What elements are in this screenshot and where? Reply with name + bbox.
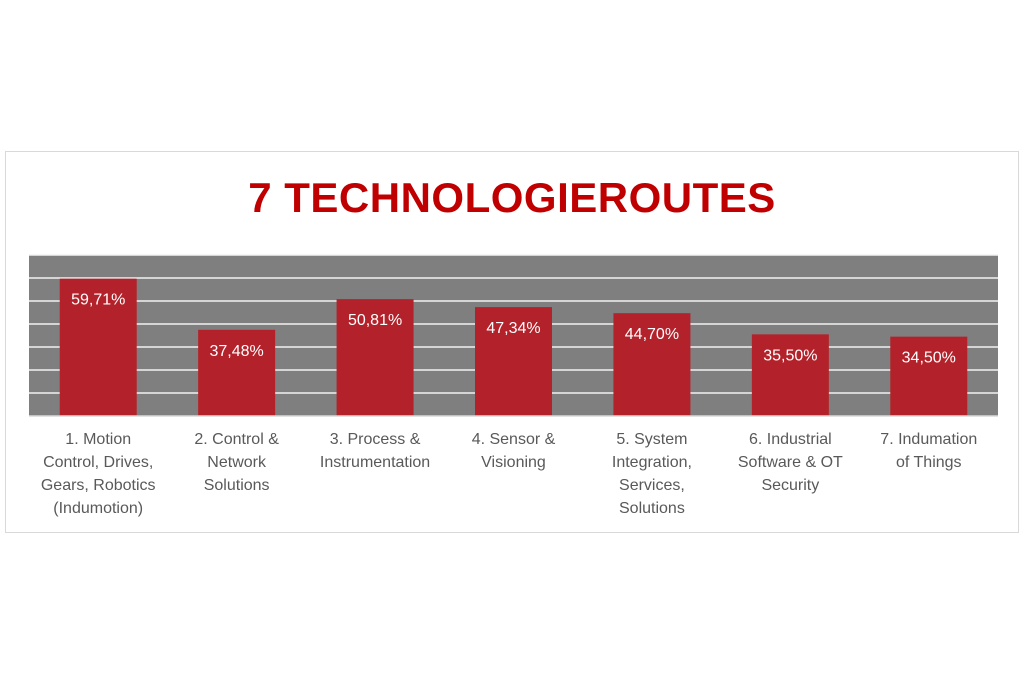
category-label: 6. Industrial Software & OT Security	[737, 431, 843, 494]
bar	[59, 278, 137, 416]
category-label: 1. Motion Control, Drives, Gears, Roboti…	[40, 431, 156, 517]
data-label: 47,34%	[486, 320, 540, 337]
data-label: 59,71%	[71, 292, 125, 309]
bar	[198, 329, 276, 416]
data-label: 50,81%	[348, 312, 402, 329]
chart-title: 7 TECHNOLOGIEROUTES	[248, 174, 776, 221]
data-label: 34,50%	[902, 350, 956, 367]
data-label: 35,50%	[763, 347, 817, 364]
data-label: 44,70%	[625, 326, 679, 343]
bar	[475, 307, 552, 416]
bar	[751, 334, 829, 416]
bar	[613, 313, 691, 416]
category-label: 3. Process & Instrumentation	[319, 431, 431, 471]
category-label: 4. Sensor & Visioning	[471, 431, 556, 471]
bar	[336, 299, 414, 416]
chart-frame: 7 TECHNOLOGIEROUTES 59,71% 37,48% 50,81% 47…	[5, 151, 1019, 533]
category-label: 5. System Integration, Services, Solutio…	[611, 431, 692, 517]
bar-chart: 59,71% 37,48% 50,81% 47,34% 44,70% 35,50% 34,5…	[29, 254, 998, 417]
bar	[890, 336, 968, 416]
data-label: 37,48%	[210, 343, 264, 360]
category-label: 2. Control & Network Solutions	[194, 431, 279, 494]
category-label: 7. Indumation of Things	[880, 431, 978, 471]
